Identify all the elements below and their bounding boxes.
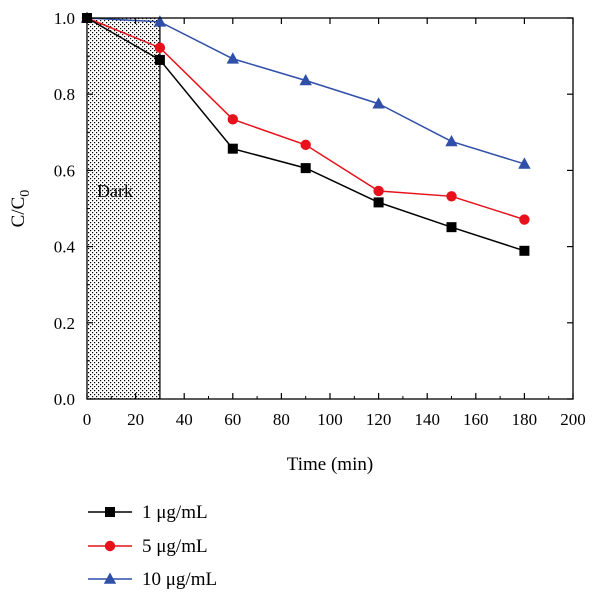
y-tick-label: 0.8 [54, 85, 75, 104]
legend-item: 1 μg/mL [88, 502, 208, 523]
data-point-circle [519, 214, 530, 225]
y-tick-label: 1.0 [54, 9, 75, 28]
x-tick-label: 60 [224, 410, 241, 429]
data-point-square [519, 245, 530, 256]
y-axis-title-main: C/C [8, 197, 29, 228]
x-tick-label: 80 [273, 410, 290, 429]
y-tick-label: 0.4 [54, 238, 76, 257]
data-point-triangle [445, 134, 458, 147]
legend-label: 1 μg/mL [142, 502, 208, 523]
legend-item: 5 μg/mL [88, 536, 208, 557]
dark-region-label: Dark [97, 181, 133, 201]
data-point-square [227, 143, 238, 154]
legend: 1 μg/mL 5 μg/mL 10 μg/mL [88, 502, 217, 590]
data-point-triangle [518, 157, 531, 169]
data-point-circle [373, 185, 384, 197]
x-tick-label: 20 [127, 410, 144, 429]
dark-region-fill [87, 18, 160, 399]
legend-label: 10 μg/mL [142, 569, 217, 590]
data-point-circle [104, 540, 116, 552]
legend-item: 10 μg/mL [88, 569, 217, 590]
data-point-square [446, 222, 457, 233]
data-point-triangle [299, 73, 312, 86]
x-tick-label: 0 [83, 410, 92, 429]
x-axis-title: Time (min) [287, 454, 373, 475]
x-tick-label: 180 [512, 410, 538, 429]
x-tick-label: 120 [366, 410, 392, 429]
data-point-square [373, 197, 384, 208]
dark-region [87, 18, 161, 399]
data-point-circle [446, 191, 457, 202]
x-tick-label: 40 [176, 410, 193, 429]
y-tick-label: 0.6 [54, 161, 75, 180]
x-tick-label: 100 [317, 410, 343, 429]
axis-ticks: 0 20 40 60 80 100 120 140 160 180 200 0.0 0.2 0.4 0.6 0… [54, 9, 586, 429]
x-tick-label: 200 [560, 410, 586, 429]
data-point-triangle [103, 572, 117, 584]
y-axis-title-subscript: 0 [18, 190, 33, 197]
data-point-triangle [226, 52, 239, 64]
data-point-square [300, 163, 311, 174]
data-point-square [154, 54, 165, 65]
y-tick-label: 0.0 [54, 390, 75, 409]
x-tick-label: 160 [463, 410, 489, 429]
y-tick-label: 0.2 [54, 314, 75, 333]
data-point-triangle [153, 15, 167, 27]
data-point-circle [300, 139, 311, 151]
data-point-triangle [372, 97, 385, 109]
data-point-circle [227, 114, 238, 125]
y-axis-title: C/C0 [8, 190, 33, 228]
legend-label: 5 μg/mL [142, 536, 208, 557]
data-point-circle [154, 42, 166, 53]
x-tick-label: 140 [414, 410, 440, 429]
data-point-square [105, 507, 115, 517]
